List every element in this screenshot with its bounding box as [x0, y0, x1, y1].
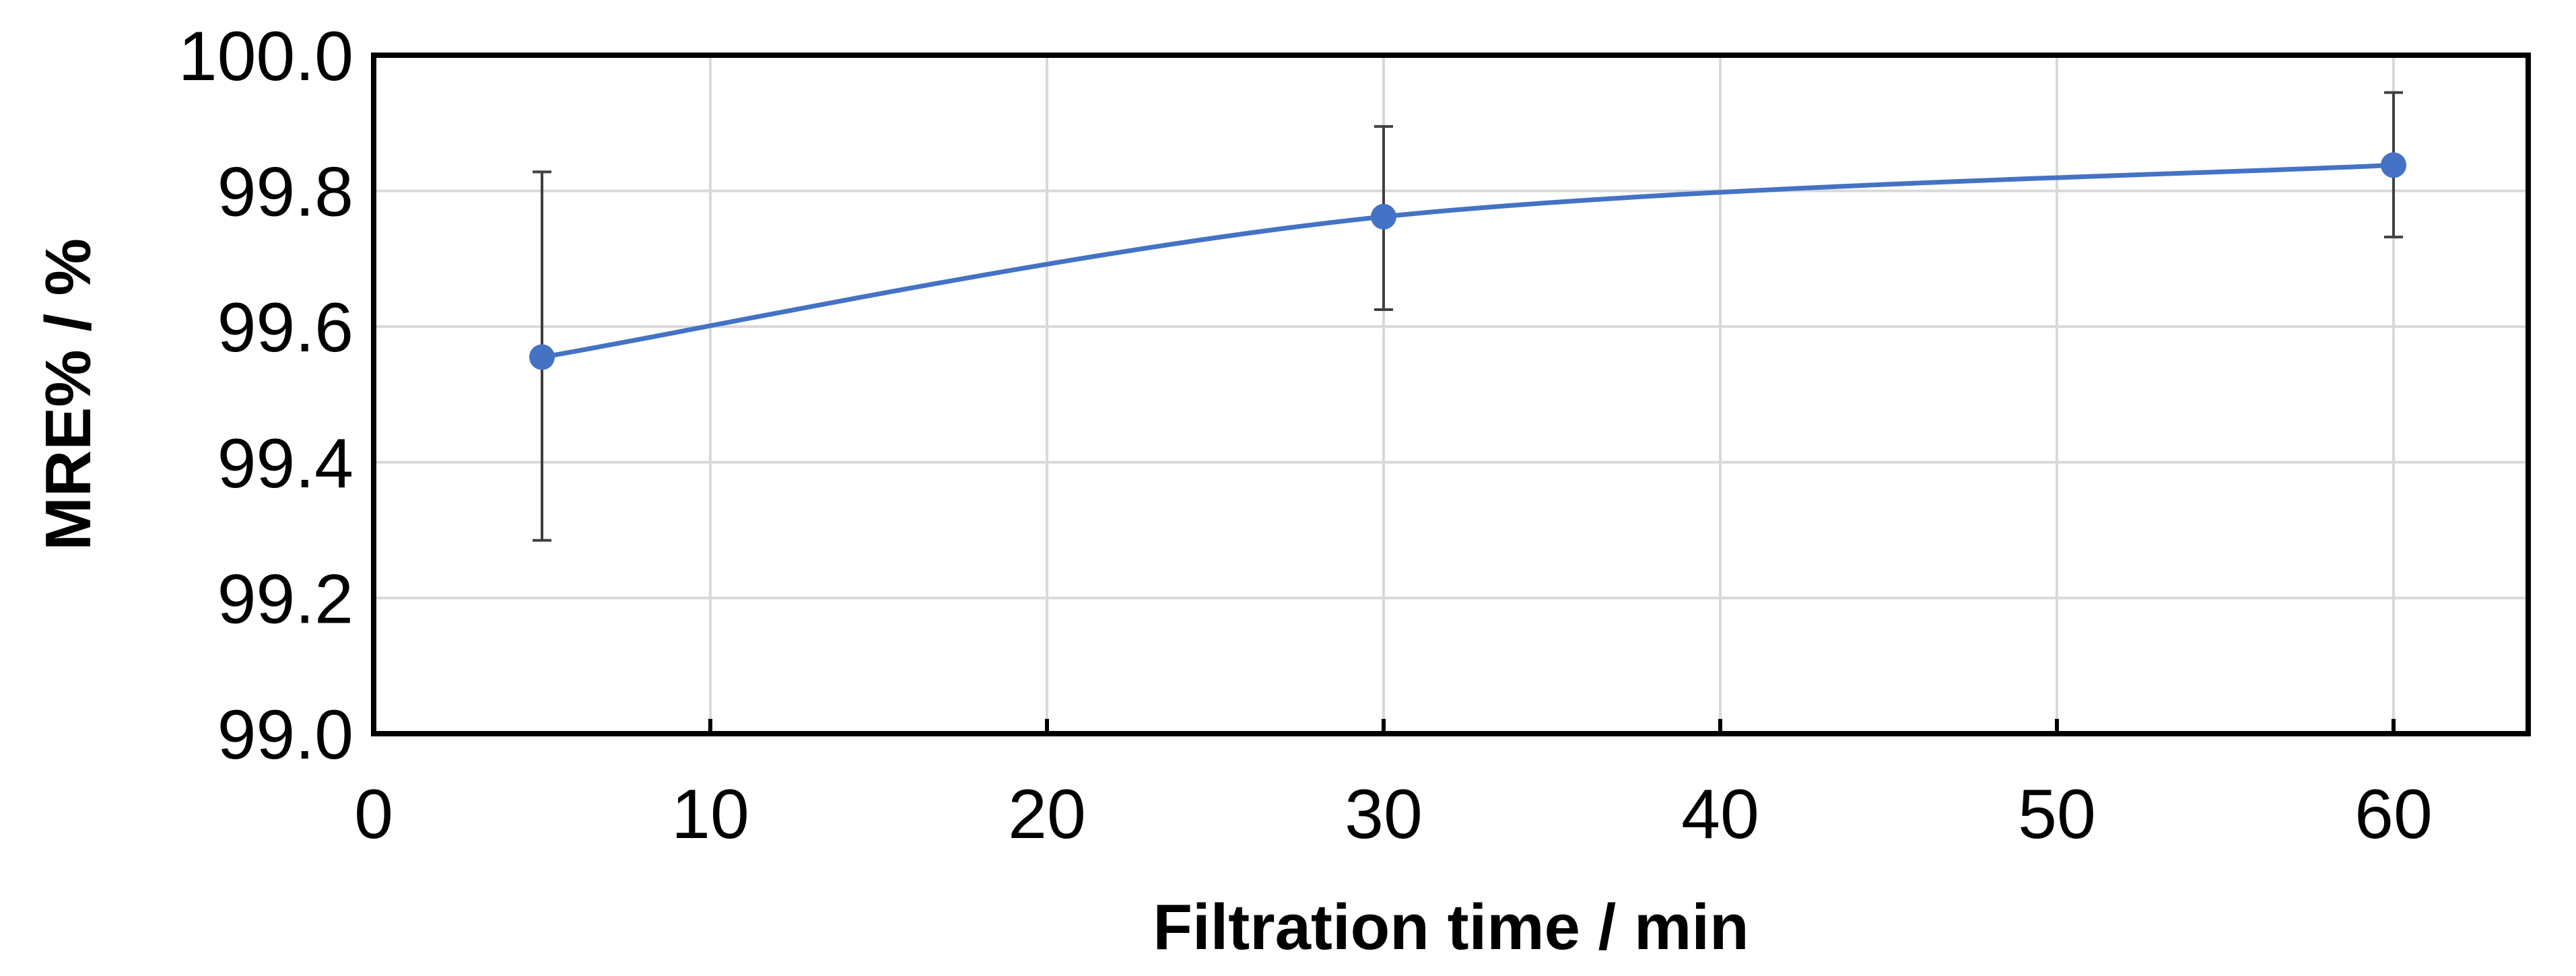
x-tick-label: 0	[354, 775, 393, 853]
tick-labels: 99.0 99.2 99.4 99.6 99.8 100.0 0 10 20 30 40 50 60	[178, 18, 2433, 853]
x-tick-label: 60	[2354, 775, 2433, 853]
x-axis-title: Filtration time / min	[1153, 891, 1749, 963]
x-tick-label: 20	[1008, 775, 1086, 853]
x-tick-label: 40	[1681, 775, 1759, 853]
data-points	[529, 152, 2406, 370]
y-tick-label: 99.6	[217, 289, 353, 367]
plot-area-frame	[371, 53, 2531, 736]
data-point	[529, 344, 555, 370]
series-line	[541, 162, 2394, 360]
y-tick-label: 100.0	[178, 18, 353, 96]
x-tick-label: 30	[1345, 775, 1423, 853]
x-tick-label: 10	[671, 775, 749, 853]
y-axis-title: MRE% / %	[32, 238, 104, 551]
error-bars	[533, 91, 2403, 542]
grid-lines	[374, 55, 2528, 734]
x-tick-label: 50	[2018, 775, 2096, 853]
y-tick-label: 99.0	[217, 696, 353, 774]
data-point	[1371, 203, 1396, 230]
axis-ticks	[708, 719, 2396, 734]
y-tick-label: 99.2	[217, 560, 353, 638]
y-tick-label: 99.4	[217, 425, 353, 503]
y-tick-label: 99.8	[217, 153, 353, 232]
data-point	[2381, 152, 2406, 178]
